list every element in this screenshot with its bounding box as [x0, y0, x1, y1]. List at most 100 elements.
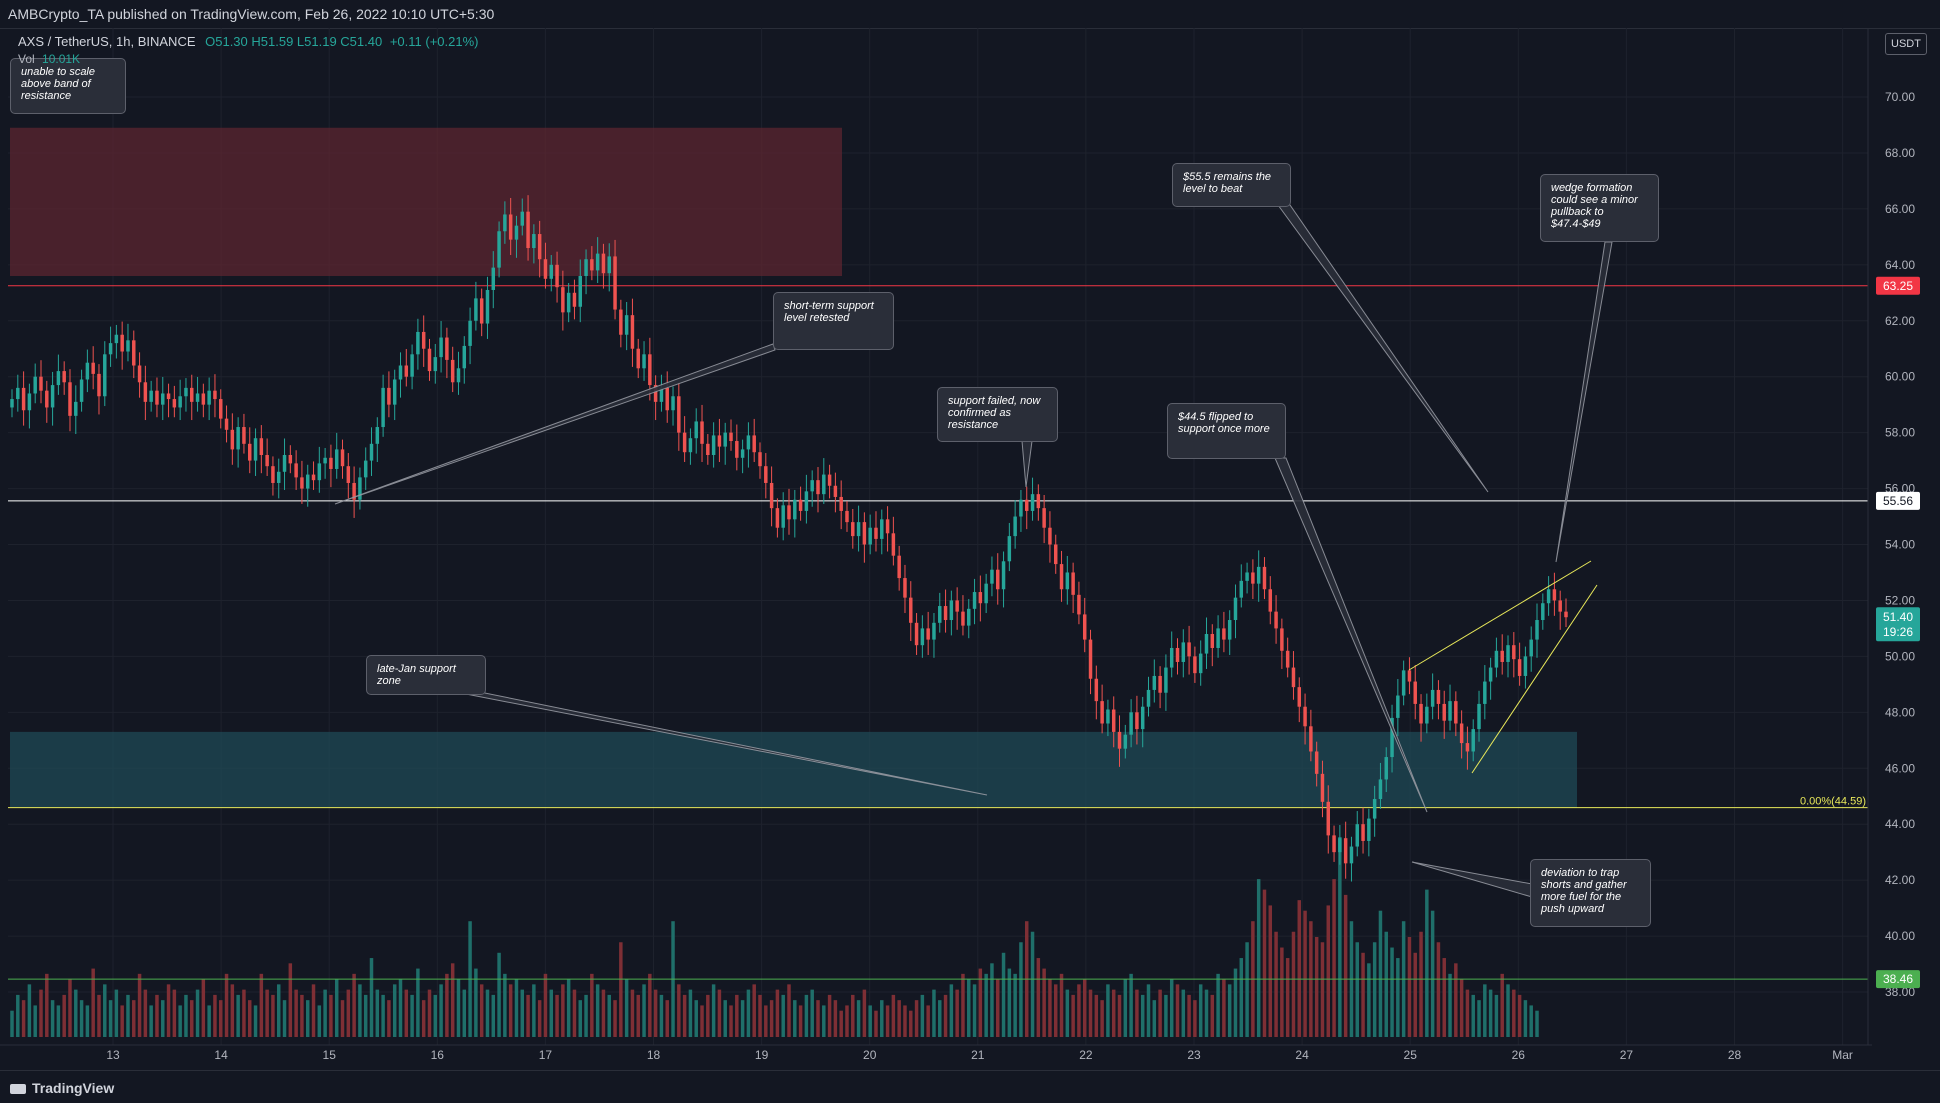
candle[interactable] — [566, 292, 571, 313]
candle[interactable] — [833, 485, 838, 497]
candle[interactable] — [392, 379, 397, 405]
symbol-legend[interactable]: AXS / TetherUS, 1h, BINANCE O51.30 H51.5… — [18, 34, 479, 49]
candle[interactable] — [56, 371, 61, 386]
candle[interactable] — [21, 387, 26, 411]
candle[interactable] — [85, 362, 90, 380]
candle[interactable] — [967, 608, 971, 626]
candle[interactable] — [909, 597, 913, 623]
candle[interactable] — [1355, 824, 1359, 847]
candle[interactable] — [555, 264, 559, 288]
candle[interactable] — [50, 385, 55, 408]
candle[interactable] — [1541, 603, 1545, 621]
candle[interactable] — [1506, 645, 1510, 662]
candle[interactable] — [108, 343, 113, 355]
candle[interactable] — [1442, 703, 1446, 721]
candle[interactable] — [445, 337, 449, 360]
candle[interactable] — [926, 628, 930, 640]
candle[interactable] — [595, 253, 600, 271]
candle[interactable] — [1106, 709, 1110, 724]
candle[interactable] — [636, 348, 640, 369]
note-resistance-band[interactable]: unable to scale above band of resistance — [10, 58, 126, 114]
tradingview-logo[interactable]: TradingView — [10, 1080, 114, 1096]
candle[interactable] — [1071, 572, 1075, 595]
candle[interactable] — [363, 460, 368, 478]
candle[interactable] — [1280, 628, 1284, 651]
candle[interactable] — [1454, 701, 1458, 724]
candle[interactable] — [1500, 650, 1504, 662]
candle[interactable] — [433, 357, 438, 372]
candle[interactable] — [259, 438, 264, 455]
candle[interactable] — [1082, 614, 1087, 640]
candle[interactable] — [1529, 639, 1533, 657]
candle[interactable] — [1326, 801, 1331, 836]
candle[interactable] — [450, 359, 455, 383]
candle[interactable] — [479, 298, 484, 324]
candle[interactable] — [1117, 731, 1122, 749]
candle[interactable] — [1535, 620, 1539, 640]
candle[interactable] — [862, 522, 867, 545]
candle[interactable] — [990, 569, 994, 584]
candle[interactable] — [294, 463, 298, 478]
candle[interactable] — [33, 376, 37, 394]
candle[interactable] — [1407, 670, 1412, 682]
candle[interactable] — [1512, 645, 1516, 660]
candle[interactable] — [694, 421, 698, 439]
candle[interactable] — [114, 334, 119, 344]
candle[interactable] — [642, 354, 646, 369]
candle[interactable] — [317, 463, 322, 481]
candle[interactable] — [984, 583, 988, 604]
candle[interactable] — [439, 337, 443, 358]
candle[interactable] — [996, 569, 1000, 590]
candle[interactable] — [143, 382, 148, 402]
candle[interactable] — [300, 477, 304, 489]
candle[interactable] — [1024, 499, 1029, 511]
candle[interactable] — [1546, 589, 1551, 604]
candle[interactable] — [706, 443, 710, 455]
candle[interactable] — [1100, 701, 1104, 724]
candle[interactable] — [1401, 670, 1406, 696]
candle[interactable] — [161, 393, 165, 405]
candle[interactable] — [1471, 729, 1475, 752]
candle[interactable] — [711, 435, 716, 455]
candle[interactable] — [1245, 572, 1249, 581]
candle[interactable] — [462, 345, 467, 369]
candle[interactable] — [845, 510, 849, 523]
candle[interactable] — [624, 315, 629, 335]
candle[interactable] — [242, 427, 246, 444]
candle[interactable] — [1488, 667, 1493, 682]
candle[interactable] — [688, 438, 693, 453]
candle[interactable] — [155, 390, 159, 405]
candle[interactable] — [1123, 734, 1128, 749]
resistance-zone[interactable] — [10, 127, 842, 276]
candle[interactable] — [938, 606, 942, 623]
candle[interactable] — [1419, 703, 1423, 724]
candle[interactable] — [253, 438, 258, 461]
support-zone[interactable] — [10, 731, 1577, 808]
candle[interactable] — [514, 225, 519, 240]
candle[interactable] — [1140, 706, 1145, 730]
candle[interactable] — [648, 354, 652, 386]
candle[interactable] — [126, 340, 130, 352]
candle[interactable] — [369, 443, 374, 461]
candle[interactable] — [421, 331, 426, 349]
candle[interactable] — [410, 354, 414, 377]
candle[interactable] — [323, 457, 327, 464]
candle[interactable] — [456, 368, 461, 383]
candle[interactable] — [1378, 779, 1383, 800]
candle[interactable] — [717, 435, 722, 447]
candle[interactable] — [276, 471, 281, 483]
candle[interactable] — [10, 399, 14, 408]
chart-area[interactable]: 70.00 68.00 66.00 64.00 62.00 60.00 58.00 56.00… — [0, 28, 1940, 1068]
candle[interactable] — [537, 234, 542, 260]
candle[interactable] — [619, 309, 623, 335]
candle[interactable] — [561, 287, 565, 313]
candle[interactable] — [427, 348, 432, 372]
candle[interactable] — [1291, 667, 1296, 688]
candle[interactable] — [358, 477, 362, 500]
candle[interactable] — [213, 390, 217, 400]
currency-button[interactable]: USDT — [1885, 33, 1927, 55]
candle[interactable] — [1152, 675, 1157, 690]
candle[interactable] — [891, 533, 896, 556]
candle[interactable] — [1030, 494, 1035, 511]
candle[interactable] — [804, 491, 809, 511]
